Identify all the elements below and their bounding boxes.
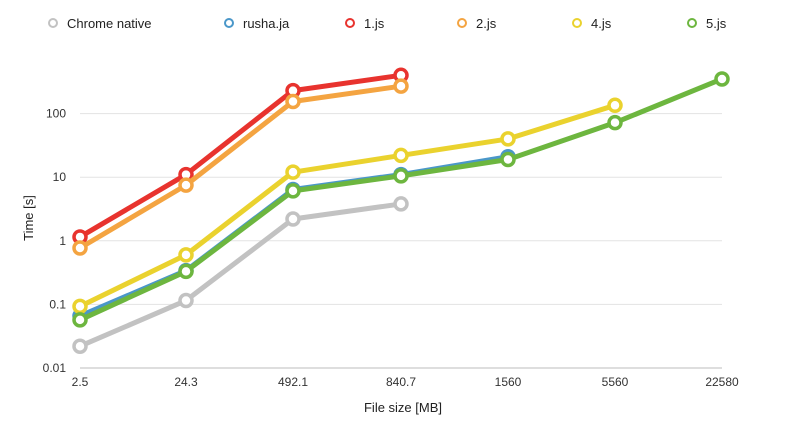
legend-item-rusha: rusha.ja	[224, 14, 289, 32]
y-axis-label: Time [s]	[21, 195, 36, 241]
legend-item-2js: 2.js	[457, 14, 496, 32]
legend-label: rusha.ja	[243, 15, 290, 31]
data-point	[393, 196, 409, 212]
legend-item-chrome-native: Chrome native	[48, 14, 152, 32]
legend-label: 1.js	[364, 15, 385, 31]
legend-item-5js: 5.js	[687, 14, 726, 32]
x-tick-label: 2.5	[72, 375, 89, 389]
x-tick-label: 22580	[705, 375, 739, 389]
x-tick-label: 24.3	[174, 375, 198, 389]
series-2	[72, 67, 409, 245]
data-point	[714, 71, 730, 87]
series-line	[77, 201, 404, 349]
data-point	[178, 177, 194, 193]
legend-item-4js: 4.js	[572, 14, 611, 32]
data-point	[72, 298, 88, 315]
series-lines	[72, 67, 730, 354]
y-axis-ticks: 0.01 0.1 1 10 100	[43, 107, 67, 375]
legend-label: 5.js	[706, 15, 727, 31]
data-point	[607, 97, 623, 114]
data-point	[393, 168, 409, 184]
x-tick-label: 840.7	[386, 375, 416, 389]
x-tick-label: 492.1	[278, 375, 308, 389]
data-point	[178, 292, 194, 309]
legend-item-1js: 1.js	[345, 14, 384, 32]
legend-marker-icon	[48, 18, 58, 28]
y-tick-label: 0.1	[49, 297, 66, 311]
data-point	[285, 164, 301, 180]
data-point	[178, 263, 194, 280]
series-line	[77, 83, 404, 251]
y-tick-label: 100	[46, 107, 66, 121]
legend: Chrome native rusha.ja 1.js 2.js 4.js 5.…	[0, 0, 800, 40]
y-tick-label: 1	[59, 234, 66, 248]
legend-label: 2.js	[476, 15, 497, 31]
series-line	[77, 72, 404, 240]
series-4	[72, 97, 623, 315]
data-point	[72, 312, 88, 328]
series-0	[72, 196, 409, 354]
data-point	[393, 147, 409, 164]
data-point	[178, 247, 194, 263]
data-point	[500, 131, 516, 147]
legend-marker-icon	[687, 18, 697, 28]
data-point	[72, 240, 88, 256]
data-point	[72, 338, 88, 354]
data-point	[607, 114, 623, 131]
legend-marker-icon	[457, 18, 467, 28]
data-point	[500, 151, 516, 168]
x-axis-ticks: 2.5 24.3 492.1 840.7 1560 5560 22580	[72, 375, 739, 389]
data-point	[285, 183, 301, 199]
legend-marker-icon	[345, 18, 355, 28]
legend-marker-icon	[224, 18, 234, 28]
legend-marker-icon	[572, 18, 582, 28]
y-tick-label: 0.01	[43, 361, 67, 375]
x-tick-label: 1560	[495, 375, 522, 389]
data-point	[393, 78, 409, 94]
series-line	[77, 102, 618, 309]
data-point	[285, 211, 301, 227]
series-3	[72, 78, 409, 256]
x-axis-label: File size [MB]	[364, 400, 442, 415]
series-5	[72, 71, 730, 328]
y-tick-label: 10	[53, 170, 67, 184]
x-tick-label: 5560	[602, 375, 629, 389]
legend-label: Chrome native	[67, 15, 152, 31]
legend-label: 4.js	[591, 15, 612, 31]
data-point	[285, 93, 301, 110]
